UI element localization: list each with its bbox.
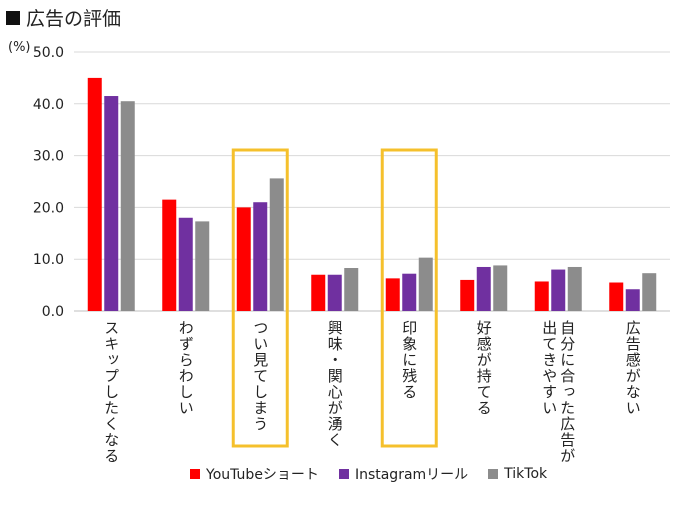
bar-0-4 [385, 278, 400, 311]
bar-1-6 [551, 269, 566, 311]
y-tick-label: 30.0 [33, 149, 64, 165]
category-label-line: 広告感がない [623, 320, 642, 416]
category-label: 広告感がない [624, 320, 642, 416]
y-tick-label: 20.0 [33, 200, 64, 216]
category-label-line: スキップしたくなる [102, 320, 121, 464]
bar-0-0 [87, 77, 102, 312]
bar-1-5 [476, 266, 491, 311]
legend-swatch [190, 469, 200, 479]
bar-1-7 [625, 289, 640, 311]
category-label: つい見てしまう [251, 320, 269, 432]
legend-label: YouTubeショート [206, 467, 319, 483]
legend-label: Instagramリール [354, 467, 469, 483]
bar-2-3 [344, 268, 359, 311]
bar-2-4 [418, 257, 433, 311]
y-tick-label: 50.0 [33, 45, 64, 61]
legend-item: YouTubeショート [190, 464, 319, 484]
bar-0-1 [162, 199, 177, 311]
bar-1-2 [253, 202, 268, 311]
category-label-line: 出てきやすい [540, 320, 559, 416]
y-axis-unit: (%) [8, 40, 31, 55]
bar-0-2 [236, 207, 251, 311]
chart-title: 広告の評価 [6, 4, 121, 31]
bar-1-0 [104, 96, 119, 311]
bar-2-6 [567, 266, 582, 311]
chart-title-text: 広告の評価 [26, 8, 122, 30]
y-tick-label: 0.0 [42, 304, 64, 320]
category-label-line: 興味・関心が湧く [325, 320, 344, 448]
category-label: わずらわしい [177, 320, 195, 416]
category-label: 印象に残る [400, 320, 418, 400]
category-label-line: つい見てしまう [251, 320, 270, 432]
y-tick-label: 40.0 [33, 97, 64, 113]
bar-2-0 [120, 101, 135, 312]
legend-item: TikTok [488, 466, 547, 482]
bar-2-7 [642, 273, 657, 311]
category-label: 好感が持てる [475, 320, 493, 416]
category-label-line: わずらわしい [176, 320, 195, 416]
legend: YouTubeショート Instagramリール TikTok [190, 464, 547, 484]
legend-swatch [488, 469, 499, 479]
category-label: スキップしたくなる [102, 320, 120, 464]
legend-swatch [338, 469, 349, 479]
category-label: 興味・関心が湧く [326, 320, 344, 448]
y-tick-label: 10.0 [33, 252, 64, 268]
category-label-line: 好感が持てる [474, 320, 493, 416]
bar-0-7 [609, 282, 624, 311]
bar-2-2 [269, 178, 284, 311]
bar-1-4 [402, 273, 417, 311]
highlight-box [231, 148, 289, 448]
bar-0-6 [534, 281, 549, 311]
legend-item: Instagramリール [338, 464, 469, 484]
legend-label: TikTok [504, 466, 548, 482]
bar-2-1 [195, 221, 210, 311]
bar-0-5 [460, 279, 475, 311]
bar-2-5 [493, 265, 508, 311]
category-label-line: 印象に残る [400, 320, 419, 400]
bar-1-3 [327, 274, 342, 311]
category-label: 自分に合った広告が 出てきやすい [540, 320, 576, 464]
bar-0-3 [311, 274, 326, 311]
category-label-line: 自分に合った広告が [558, 320, 577, 464]
highlight-box [380, 148, 438, 448]
title-square-icon [6, 10, 20, 25]
bar-1-1 [178, 217, 193, 311]
